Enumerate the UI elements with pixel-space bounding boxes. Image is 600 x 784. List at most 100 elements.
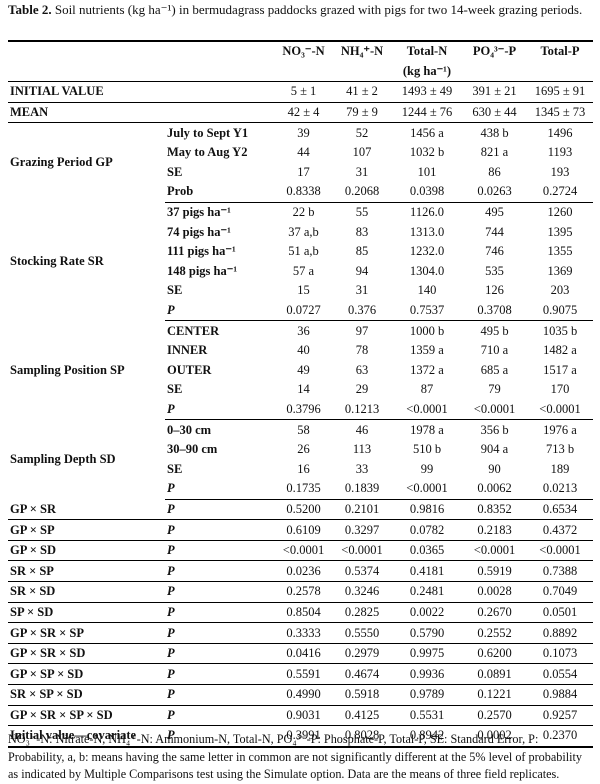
table-row: SE 17 31 101 86 193 <box>8 163 593 183</box>
sub-label: May to Aug Y2 <box>167 145 248 160</box>
value-cell: 0.1073 <box>527 643 593 665</box>
value-cell: 1456 a <box>410 125 444 140</box>
value-cell: 1496 <box>547 125 573 140</box>
sub-label: 111 pigs ha⁻¹ <box>167 244 236 259</box>
value-cell: 0.5591 <box>275 663 332 685</box>
value-cell: 0.7388 <box>527 560 593 583</box>
value-cell: 0.0416 <box>275 643 332 665</box>
table-row: SE 14 29 87 79 170 <box>8 380 593 400</box>
value-cell: 1232.0 <box>409 244 445 259</box>
value-cell: 0.9884 <box>527 684 593 706</box>
column-header: Total-P <box>527 40 593 62</box>
value-cell: 0.0501 <box>527 602 593 624</box>
value-cell: 90 <box>488 461 501 476</box>
group-label: Grazing Period GP <box>10 155 113 170</box>
row-label: Initial value—covariate <box>8 725 165 748</box>
value-cell: 1035 b <box>542 323 578 338</box>
sub-label: 30–90 cm <box>167 442 218 457</box>
sub-label: P <box>165 519 275 541</box>
blank-cell <box>8 40 275 62</box>
value-cell: 1313.0 <box>409 224 445 239</box>
table-row: 148 pigs ha⁻¹ 57 a 94 1304.0 535 1369 <box>8 262 593 282</box>
value-cell: 0.5919 <box>462 560 527 583</box>
value-cell: 0.9816 <box>392 499 462 521</box>
value-cell: 0.5200 <box>275 499 332 521</box>
value-cell: 1355 <box>547 244 573 259</box>
value-cell: 193 <box>550 164 570 179</box>
row-label: GP × SR × SD <box>8 643 165 665</box>
value-cell: 0.8504 <box>275 602 332 624</box>
blank-cell <box>462 61 593 83</box>
sub-label: Prob <box>165 182 275 203</box>
row-label: SR × SP × SD <box>8 684 165 706</box>
value-cell: 1000 b <box>409 323 445 338</box>
value-cell: 49 <box>297 362 310 377</box>
table-row: SR × SP × SD P 0.4990 0.5918 0.9789 0.1221 0.9… <box>8 684 593 706</box>
value-cell: 0.4181 <box>392 560 462 583</box>
table-row: MEAN 42 ± 4 79 ± 9 1244 ± 76 630 ± 44 1345 ± … <box>8 102 593 124</box>
row-label: GP × SP × SD <box>8 663 165 685</box>
value-cell: 535 <box>485 263 504 278</box>
sub-label: SE <box>167 382 183 397</box>
value-cell: 710 a <box>480 343 509 358</box>
value-cell: 189 <box>550 461 570 476</box>
value-cell: 1359 a <box>410 343 444 358</box>
value-cell: 0.0002 <box>462 725 527 748</box>
sub-label: CENTER <box>167 323 220 338</box>
value-cell: 0.2370 <box>527 725 593 748</box>
value-cell: 0.2552 <box>462 622 527 644</box>
sub-label: P <box>165 399 275 421</box>
footnote: NO₃⁻-N: Nitrate-N, NH₄⁺-N: Ammonium-N, T… <box>8 732 583 781</box>
table-body: NO₃⁻-N NH₄⁺-N Total-N PO₄³⁻-P Total-P (kg ha⁻… <box>8 40 593 748</box>
value-cell: 0.3796 <box>275 399 332 421</box>
table-row: NO₃⁻-N NH₄⁺-N Total-N PO₄³⁻-P Total-P <box>8 40 593 62</box>
value-cell: 0.2101 <box>332 499 392 521</box>
value-cell: 33 <box>355 461 369 476</box>
value-cell: 0.2670 <box>462 602 527 624</box>
value-cell: 0.8352 <box>462 499 527 521</box>
value-cell: 0.0727 <box>275 300 332 322</box>
value-cell: 203 <box>550 283 570 298</box>
table-row: P 0.0727 0.376 0.7537 0.3708 0.9075 <box>8 300 593 322</box>
table-row: GP × SP P 0.6109 0.3297 0.0782 0.2183 0.4372 <box>8 519 593 541</box>
sub-label: OUTER <box>167 362 212 377</box>
table-row: P 0.3796 0.1213 <0.0001 <0.0001 <0.0001 <box>8 399 593 421</box>
value-cell: 1978 a <box>410 422 444 437</box>
table-row: 30–90 cm 26 113 510 b 904 a 713 b <box>8 440 593 460</box>
value-cell: 0.5918 <box>332 684 392 706</box>
value-cell: 44 <box>297 145 310 160</box>
value-cell: 904 a <box>480 442 509 457</box>
value-cell: 94 <box>355 263 369 278</box>
value-cell: 0.2724 <box>527 182 593 203</box>
value-cell: 1372 a <box>410 362 444 377</box>
table-row: Sampling Depth SD 0–30 cm 58 46 1978 a 356 b 1… <box>8 420 593 466</box>
sub-label: P <box>165 540 275 562</box>
table-row: INITIAL VALUE 5 ± 1 41 ± 2 1493 ± 49 391 ± 2… <box>8 81 593 103</box>
table-row: May to Aug Y2 44 107 1032 b 821 a 1193 <box>8 143 593 163</box>
value-cell: 0.8892 <box>527 622 593 644</box>
caption-text: Soil nutrients (kg ha⁻¹) in bermudagrass… <box>54 2 583 17</box>
column-header: PO₄³⁻-P <box>462 40 527 62</box>
table-row: GP × SR × SD P 0.0416 0.2979 0.9975 0.6200 0.1… <box>8 643 593 665</box>
value-cell: 1126.0 <box>410 205 444 220</box>
value-cell: 26 <box>297 442 310 457</box>
unit-header: (kg ha⁻¹) <box>392 61 462 83</box>
value-cell: 101 <box>417 164 437 179</box>
value-cell: 0.0062 <box>462 479 527 500</box>
value-cell: 0.3991 <box>275 725 332 748</box>
row-label: GP × SD <box>8 540 165 562</box>
value-cell: 0.9257 <box>527 705 593 727</box>
value-cell: 0.2183 <box>462 519 527 541</box>
sub-label: P <box>165 705 275 727</box>
value-cell: 0.4990 <box>275 684 332 706</box>
value-cell: 126 <box>485 283 504 298</box>
value-cell: <0.0001 <box>332 540 392 562</box>
value-cell: 0.3297 <box>332 519 392 541</box>
sub-label: P <box>165 602 275 624</box>
value-cell: 0.8338 <box>275 182 332 203</box>
value-cell: 0.1213 <box>332 399 392 421</box>
value-cell: 0.7049 <box>527 581 593 603</box>
value-cell: 0.1735 <box>275 479 332 500</box>
table-row: P 0.1735 0.1839 <0.0001 0.0062 0.0213 <box>8 479 593 500</box>
